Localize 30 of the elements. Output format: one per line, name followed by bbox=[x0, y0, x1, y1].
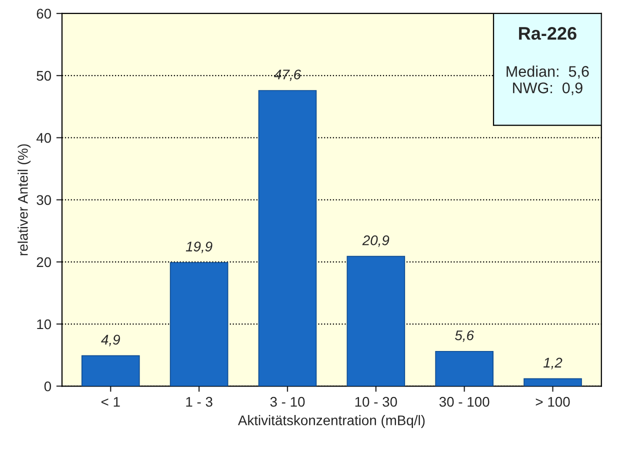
x-tick-label: 3 - 10 bbox=[270, 396, 305, 407]
y-tick-label: 50 bbox=[36, 70, 52, 81]
annotation: Median: 5,6 bbox=[506, 66, 589, 79]
data-label: 19,9 bbox=[186, 242, 212, 254]
x-tick-label: > 100 bbox=[536, 396, 570, 407]
data-label: 47,6 bbox=[274, 70, 302, 82]
x-tick-label: 30 - 100 bbox=[439, 396, 490, 407]
y-tick-label: 10 bbox=[37, 319, 52, 330]
bar bbox=[346, 256, 406, 386]
data-label: 4,9 bbox=[101, 334, 120, 346]
y-tick-label: 60 bbox=[36, 8, 52, 19]
x-tick-label: 10 - 30 bbox=[355, 396, 397, 407]
data-label: 20,9 bbox=[362, 235, 390, 247]
y-tick-label: 0 bbox=[44, 381, 52, 392]
y-tick-label: 30 bbox=[36, 195, 52, 205]
data-label: 1,2 bbox=[543, 358, 562, 370]
bar bbox=[170, 262, 228, 386]
y-tick-label: 20 bbox=[36, 257, 52, 268]
bar bbox=[435, 350, 494, 386]
bar bbox=[524, 378, 582, 386]
y-tick-label: 40 bbox=[36, 133, 52, 143]
data-label: 5,6 bbox=[455, 330, 474, 342]
y-axis-title: relativer Anteil (%) bbox=[18, 144, 31, 256]
x-tick-label: 1 - 3 bbox=[186, 396, 212, 407]
bar bbox=[81, 355, 140, 386]
annotation: Ra-226 bbox=[519, 26, 576, 40]
x-axis-title: Aktivitätskonzentration (mBq/l) bbox=[238, 415, 425, 428]
annotation: NWG: 0,9 bbox=[513, 82, 582, 96]
bar bbox=[258, 90, 317, 386]
x-tick-label: < 1 bbox=[101, 397, 120, 407]
